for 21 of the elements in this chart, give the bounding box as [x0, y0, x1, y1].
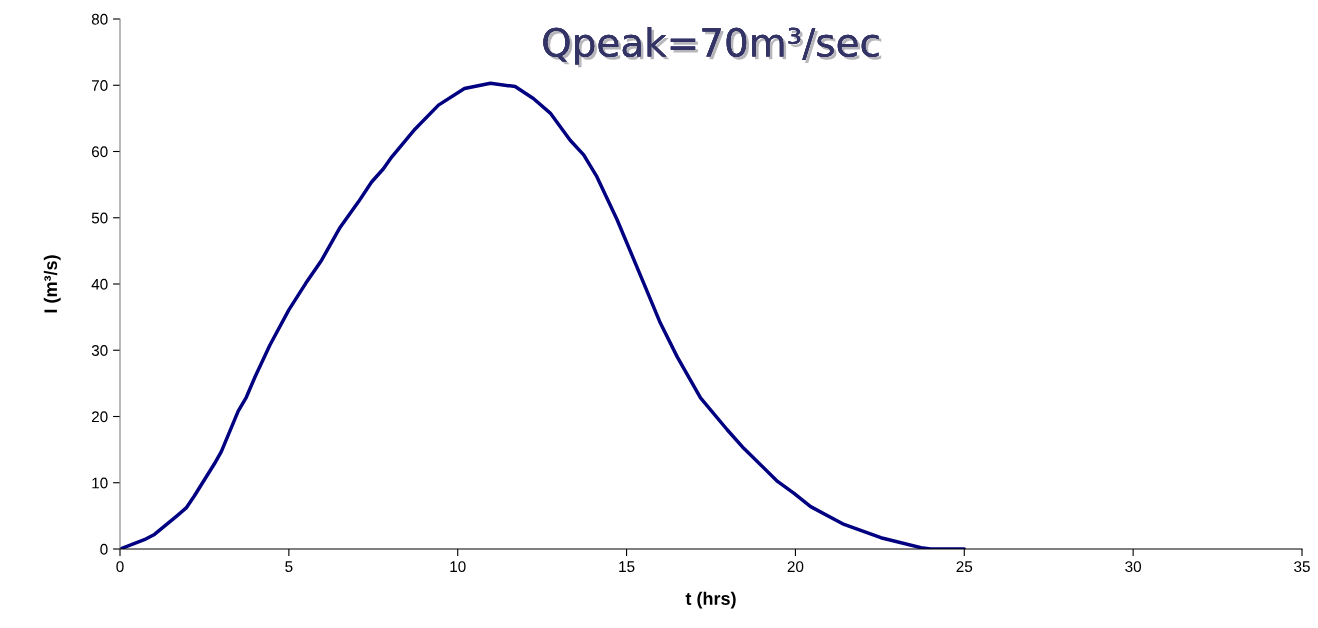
y-tick-label: 20 — [91, 411, 108, 423]
y-tick-label: 60 — [91, 146, 108, 158]
line-series — [120, 81, 967, 549]
y-tick-label: 80 — [91, 13, 108, 25]
x-tick-label: 20 — [787, 561, 804, 573]
x-axis-title: t (hrs) — [685, 591, 736, 609]
y-tick-label: 70 — [91, 80, 108, 91]
y-tick-label: 50 — [91, 212, 108, 224]
x-tick-label: 35 — [1294, 561, 1310, 573]
x-tick-label: 15 — [619, 561, 635, 573]
y-tick-label: 0 — [100, 543, 108, 555]
y-axis-title: I (m³/s) — [43, 255, 61, 313]
x-tick-label: 5 — [285, 561, 293, 573]
chart-title: Qpeak=70m³/sec — [543, 26, 882, 68]
x-tick-label: 0 — [116, 561, 124, 573]
x-tick-label: 25 — [956, 561, 973, 573]
y-tick-label: 10 — [92, 477, 108, 489]
x-tick-label: 10 — [450, 561, 466, 573]
y-tick-label: 40 — [91, 278, 108, 290]
x-tick-label: 30 — [1125, 561, 1142, 573]
y-tick-label: 30 — [91, 345, 108, 356]
